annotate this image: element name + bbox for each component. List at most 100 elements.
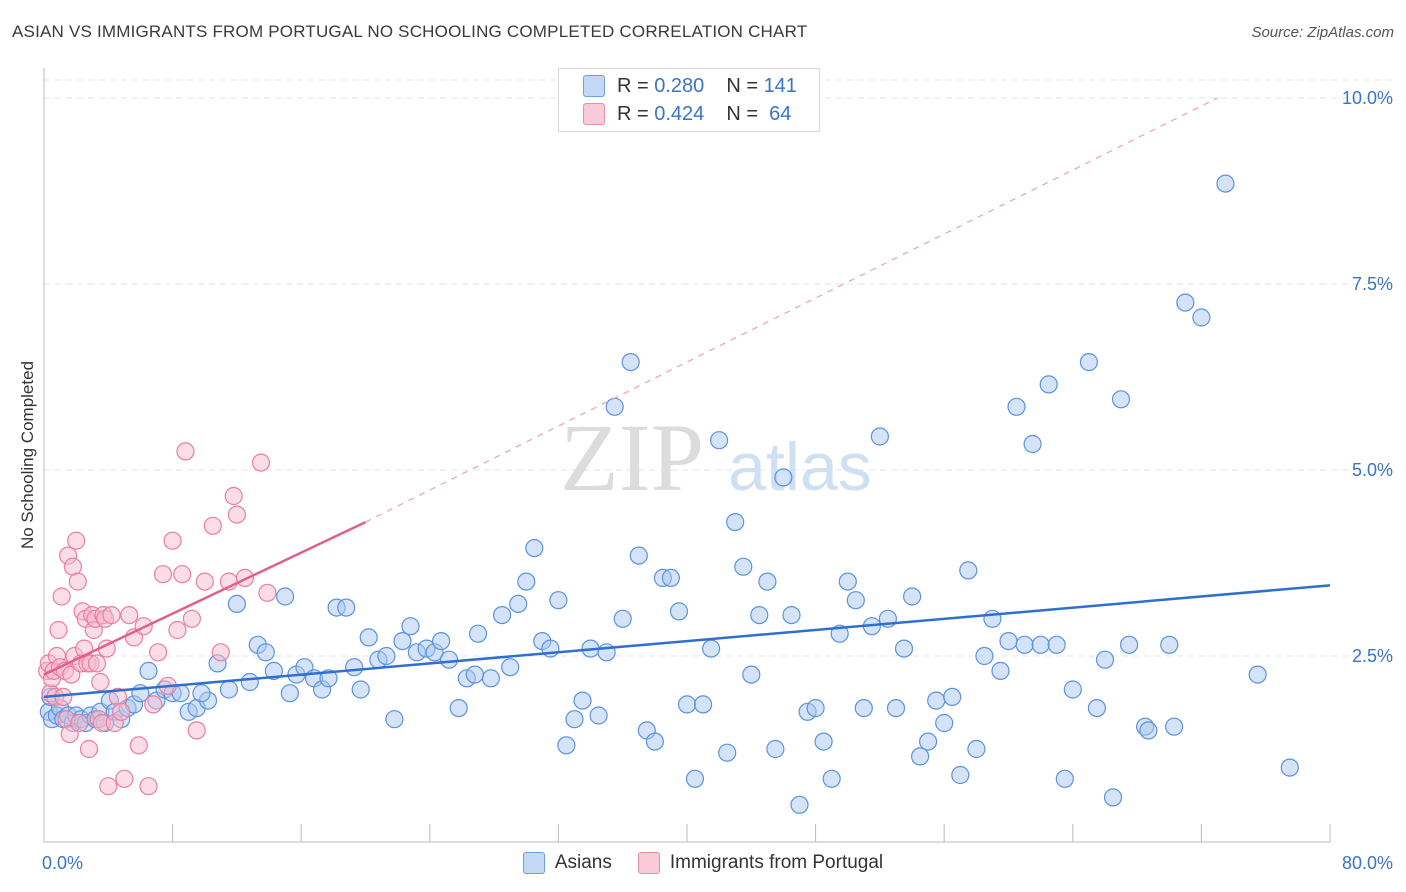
chart-title: ASIAN VS IMMIGRANTS FROM PORTUGAL NO SCH… [12,22,808,41]
asian-point [377,646,396,666]
portugal-point [112,702,131,721]
asian-point [902,587,922,606]
series-legend: Asians Immigrants from Portugal [0,852,1406,874]
asian-point [517,572,536,591]
asian-point [589,706,608,725]
asian-point [894,639,914,658]
asian-point [493,605,512,625]
asian-point [822,769,841,788]
portugal-point [139,777,158,796]
asian-point [337,598,356,617]
portugal-point [49,620,68,640]
portugal-point [115,769,134,788]
portugal-point [91,672,110,692]
asian-point [1192,308,1211,327]
y-tick-label: 7.5% [1352,274,1393,294]
asian-point [465,665,484,684]
r-label: R = [617,102,649,125]
asian-point [742,665,761,684]
asian-point [991,661,1010,681]
asian-point [999,631,1018,651]
y-tick-label: 5.0% [1352,460,1393,480]
asian-point [219,680,238,699]
asian-point [401,617,420,636]
asian-point [1280,758,1299,777]
asian-point [549,591,568,610]
legend-item-asians[interactable]: Asians [522,852,612,874]
legend-item-portugal[interactable]: Immigrants from Portugal [637,852,883,874]
asian-point [1111,390,1131,409]
asian-point [605,397,624,416]
asian-point [192,684,211,703]
asian-point [838,572,857,591]
portugal-point [203,516,222,535]
portugal-point [67,531,86,550]
asian-point [351,680,370,699]
asian-point [661,568,681,588]
asian-point [256,643,275,662]
stats-legend-row-portugal: R = 0.424 N = 64 [583,101,791,127]
portugal-point [99,777,118,796]
x-tick-label: 80.0% [1342,853,1393,873]
portugal-point [163,531,182,550]
portugal-point [149,643,168,662]
asian-point [139,661,158,681]
asian-point [1119,635,1139,654]
asian-point [806,698,825,718]
asian-point [264,661,283,681]
asian-point [685,769,705,788]
y-axis-label: No Schooling Completed [18,360,37,550]
watermark-atlas: atlas [728,429,872,505]
r-value: 0.424 [654,102,705,125]
asian-point [774,468,793,487]
portugal-point [68,572,87,591]
asian-point [927,691,946,710]
portugal-point [224,486,243,506]
n-label: N = [726,102,758,125]
asian-point [870,427,890,446]
asian-trend-line [43,584,1331,699]
portugal-point [182,609,201,628]
asian-point [613,609,632,628]
portugal-point [258,583,277,602]
asian-point [1015,635,1034,654]
portugal-point [52,587,71,606]
asian-point [709,431,729,450]
portugal-point [227,505,246,524]
asian-point [276,587,295,606]
asian-point [1087,698,1107,718]
portugal-point [168,620,187,640]
asian-point [573,691,592,710]
n-value: 64 [769,102,792,125]
asian-point [468,624,488,643]
stats-legend: R = 0.280 N = 141 R = 0.424 N = 64 [558,68,820,132]
source-label: Source: ZipAtlas.com [1251,24,1394,41]
asian-point [1055,769,1074,788]
asian-point [565,710,584,729]
asian-point [814,732,833,751]
portugal-point [187,721,206,740]
asian-point [432,631,451,651]
asian-point [557,736,576,755]
asian-point [227,594,246,614]
stats-legend-row-asians: R = 0.280 N = 141 [583,73,797,99]
asian-point [669,602,689,621]
series-portugal [38,442,277,796]
portugal-point [235,568,254,588]
asian-point [693,695,713,714]
watermark-zip: ZIP [560,404,704,511]
asian-point [846,591,865,610]
portugal-trend-line [43,520,367,676]
asian-point [758,572,777,591]
asian-point [677,695,697,714]
watermark: ZIP atlas [560,404,872,511]
asian-point [1176,293,1195,312]
asian-point [1031,635,1050,654]
asian-point [766,739,785,759]
legend-swatch-portugal [583,103,605,125]
legend-label-asians: Asians [554,852,612,873]
asian-point [621,353,640,372]
portugal-point [70,713,89,733]
portugal-point [251,453,271,472]
